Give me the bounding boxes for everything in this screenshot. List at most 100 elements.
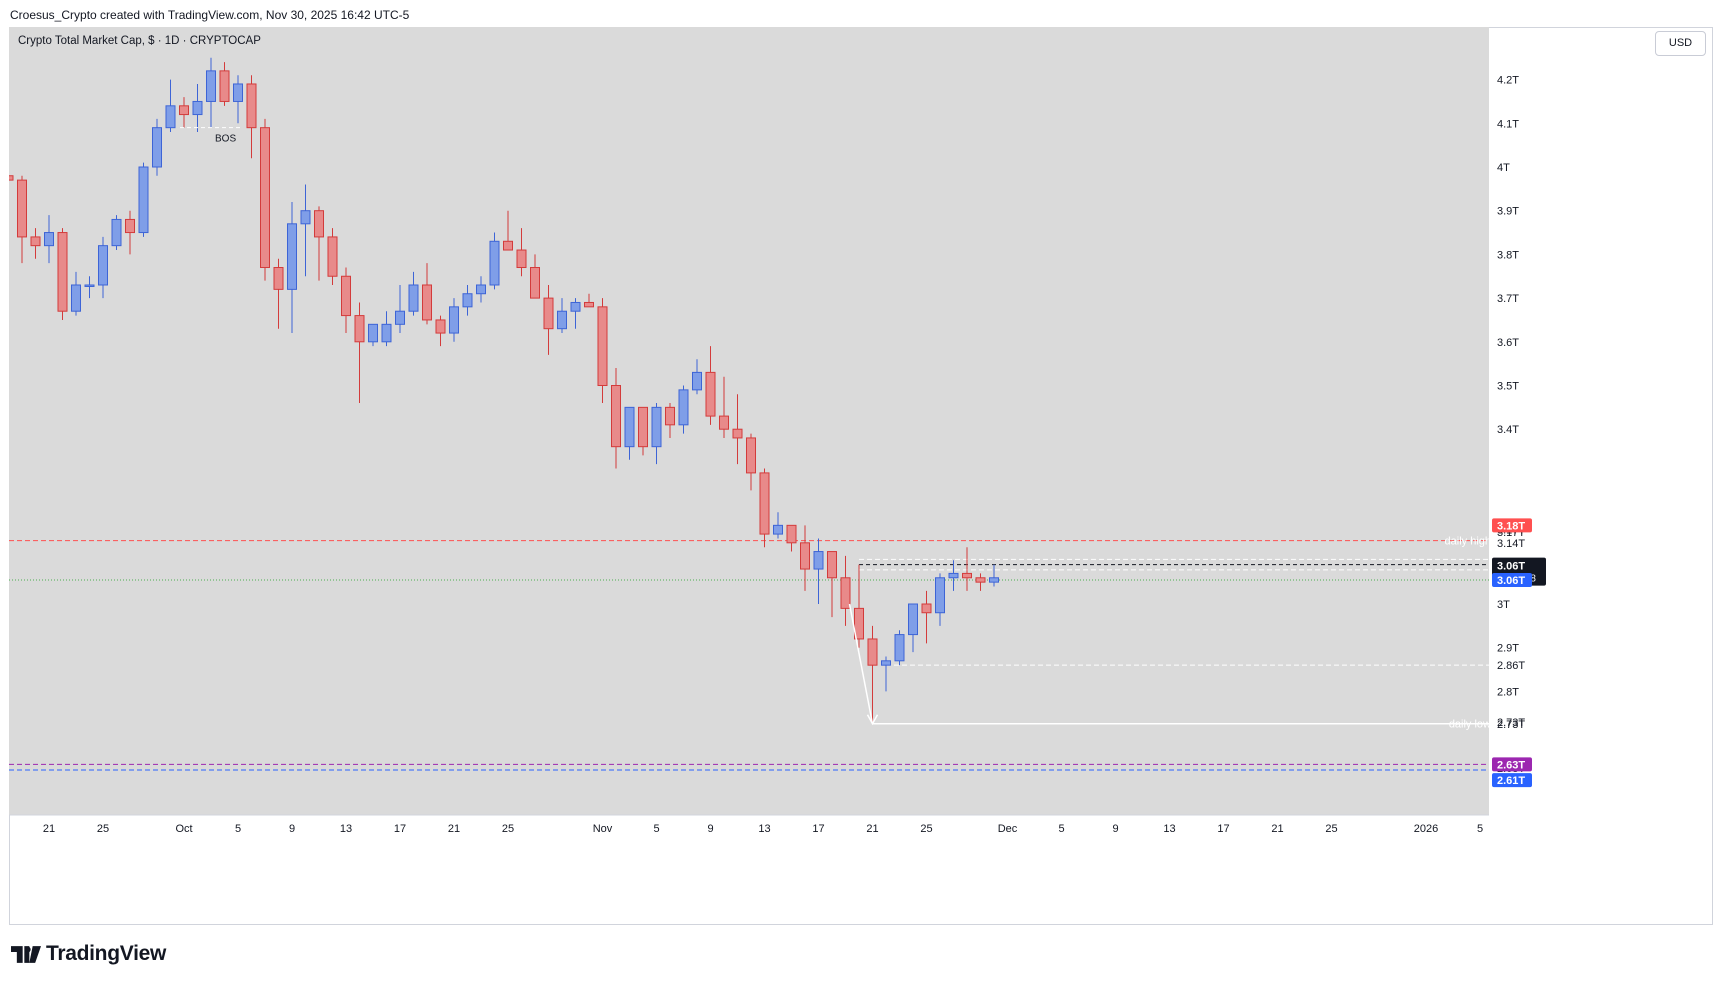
purple-level-badge: 2.63T bbox=[1497, 759, 1525, 771]
tradingview-logo-icon bbox=[11, 945, 41, 963]
candle-body bbox=[341, 275, 351, 317]
y-tick-label: 3.7T bbox=[1497, 293, 1519, 305]
candle-body bbox=[138, 166, 149, 234]
candle-body bbox=[665, 406, 675, 426]
candle-body bbox=[327, 236, 338, 277]
candle-body bbox=[786, 524, 797, 544]
candle-body bbox=[840, 577, 851, 609]
candle-body bbox=[260, 127, 270, 269]
currency-button[interactable]: USD bbox=[1655, 31, 1706, 56]
candle-body bbox=[975, 577, 986, 583]
x-tick-label: 9 bbox=[707, 823, 713, 835]
y-tick-label: 3T bbox=[1497, 599, 1510, 611]
candle-body bbox=[813, 551, 824, 570]
y-tick-label: 3.6T bbox=[1497, 337, 1519, 349]
candle-body bbox=[597, 306, 608, 386]
candle-body bbox=[516, 249, 527, 269]
candle-body bbox=[165, 105, 176, 129]
daily-high-badge-bg bbox=[1492, 518, 1532, 533]
candle-body bbox=[219, 70, 230, 102]
y-tick-label: 4.1T bbox=[1497, 118, 1519, 130]
candle-body bbox=[692, 371, 702, 391]
candle-body bbox=[962, 572, 972, 579]
symbol-title: Crypto Total Market Cap, $ · 1D · CRYPTO… bbox=[18, 35, 261, 47]
y-tick-label: 2.9T bbox=[1497, 643, 1519, 655]
arrow-head-icon bbox=[866, 714, 879, 726]
candle-body bbox=[462, 293, 473, 308]
tradingview-logo[interactable]: TradingView bbox=[11, 942, 166, 966]
candle-body bbox=[638, 406, 648, 448]
candle-body bbox=[530, 267, 540, 299]
candle-body bbox=[111, 218, 122, 247]
candle-body bbox=[57, 232, 68, 312]
candle-body bbox=[651, 406, 662, 448]
x-tick-label: Oct bbox=[175, 823, 192, 835]
candle-body bbox=[408, 284, 419, 312]
y-tick-label: 3.4T bbox=[1497, 424, 1519, 436]
chart-credit: Croesus_Crypto created with TradingView.… bbox=[10, 8, 410, 22]
x-tick-label: 25 bbox=[1325, 823, 1337, 835]
purple-level-badge-bg bbox=[1492, 757, 1532, 772]
candle-body bbox=[300, 210, 311, 225]
x-tick-label: 5 bbox=[1477, 823, 1483, 835]
candle-body bbox=[624, 406, 635, 448]
x-tick-label: 13 bbox=[1163, 823, 1175, 835]
candle-body bbox=[192, 100, 203, 116]
y-tick-label: 2.86T bbox=[1497, 660, 1525, 672]
brand-name: TradingView bbox=[46, 942, 167, 965]
candle-body bbox=[44, 232, 54, 247]
x-tick-label: 17 bbox=[812, 823, 824, 835]
y-tick-label: 3.14T bbox=[1497, 538, 1525, 550]
candle-body bbox=[152, 127, 162, 168]
candle-body bbox=[678, 389, 689, 426]
candle-body bbox=[98, 245, 108, 286]
candle-body bbox=[395, 310, 405, 325]
y-tick-label: 2.8T bbox=[1497, 686, 1519, 698]
candle-body bbox=[570, 301, 581, 312]
candle-body bbox=[179, 105, 189, 116]
candle-body bbox=[854, 607, 864, 640]
arrow-line bbox=[848, 603, 874, 724]
candle-body bbox=[759, 472, 770, 535]
candlestick-chart[interactable]: daily high daily low BOS 4.2T 4.1T 4T 3.9T 3.8… bbox=[9, 27, 1713, 925]
candle-body bbox=[9, 175, 14, 181]
candle-body bbox=[449, 306, 459, 334]
y-tick-label: 2.73T bbox=[1497, 719, 1525, 731]
candle-body bbox=[489, 240, 500, 286]
y-tick-label: 4T bbox=[1497, 162, 1510, 174]
x-tick-label: 25 bbox=[502, 823, 514, 835]
x-tick-label: 21 bbox=[448, 823, 460, 835]
candle-body bbox=[17, 179, 27, 238]
candle-body bbox=[381, 323, 392, 343]
daily-high-badge: 3.18T bbox=[1497, 520, 1525, 532]
candle-body bbox=[368, 323, 378, 343]
candle-body bbox=[746, 437, 756, 474]
candle-body bbox=[273, 267, 284, 290]
candle-body bbox=[827, 551, 837, 579]
last-close-badge-bg bbox=[1492, 572, 1532, 587]
x-tick-label: 17 bbox=[1217, 823, 1229, 835]
candle-body bbox=[705, 371, 716, 417]
candle-body bbox=[773, 524, 783, 535]
candle-body bbox=[800, 542, 810, 570]
candle-body bbox=[30, 236, 41, 247]
x-tick-label: 21 bbox=[43, 823, 55, 835]
candle-body bbox=[422, 284, 432, 321]
x-tick-label: 5 bbox=[235, 823, 241, 835]
x-tick-label: 17 bbox=[394, 823, 406, 835]
candle-body bbox=[948, 572, 959, 579]
plot-area bbox=[9, 27, 1489, 815]
candle-body bbox=[435, 319, 446, 334]
candle-body bbox=[314, 210, 324, 238]
candle-body bbox=[206, 70, 216, 102]
candle-body bbox=[246, 83, 257, 129]
candle-body bbox=[84, 284, 95, 287]
candle-body bbox=[584, 301, 594, 308]
x-tick-label: 21 bbox=[1271, 823, 1283, 835]
candle-body bbox=[354, 315, 365, 343]
candle-body bbox=[989, 577, 999, 583]
x-tick-label: Nov bbox=[593, 823, 613, 835]
candle-body bbox=[287, 223, 297, 290]
x-tick-label: Dec bbox=[998, 823, 1018, 835]
candle-body bbox=[71, 284, 81, 312]
